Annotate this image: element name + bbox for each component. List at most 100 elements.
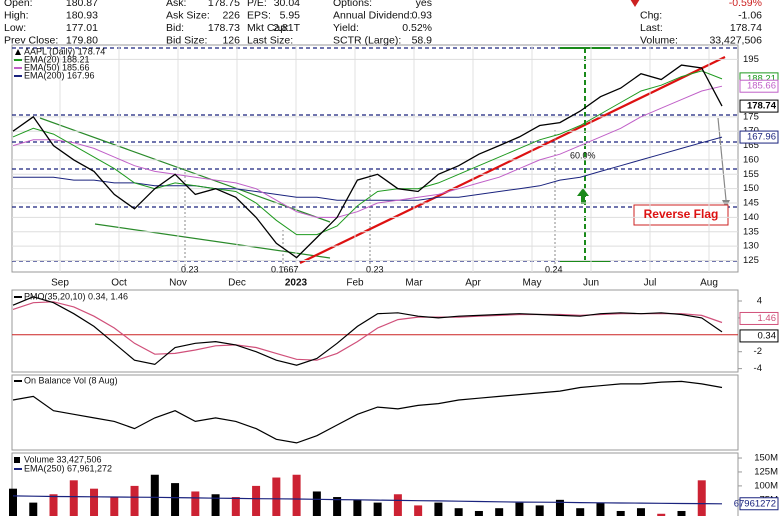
x-tick-label: Sep xyxy=(51,278,69,289)
y-tick-label: 195 xyxy=(743,54,759,65)
y-tick-label: 125M xyxy=(754,466,778,477)
quote-value: 179.80 xyxy=(66,35,98,47)
quote-value: 0.52% xyxy=(402,22,432,34)
volume-bar xyxy=(90,488,99,516)
quote-label: Volume: xyxy=(640,35,678,47)
volume-bar xyxy=(49,494,58,516)
quote-label: Last Size: xyxy=(247,35,293,47)
y-tick-label: 125 xyxy=(743,255,759,266)
price-panel xyxy=(11,44,739,273)
y-tick-label: 175 xyxy=(743,111,759,122)
annotation: 0.23 xyxy=(366,264,384,274)
quote-value: 226 xyxy=(222,9,240,21)
quote-value: 5.95 xyxy=(280,9,301,21)
pmo-panel xyxy=(11,289,739,373)
y-tick-label: 135 xyxy=(743,226,759,237)
volume-bar xyxy=(110,497,119,516)
quote-label: SCTR (Large): xyxy=(333,35,401,47)
value-box xyxy=(739,99,779,113)
x-tick-label: Feb xyxy=(346,278,364,289)
quote-value: -0.59% xyxy=(729,0,762,9)
x-tick-label: May xyxy=(523,278,542,289)
volume-bar xyxy=(555,499,564,516)
x-tick-label: Oct xyxy=(111,278,127,289)
trend-line xyxy=(94,223,331,259)
y-tick-label: 150 xyxy=(743,183,759,194)
quote-label: Last: xyxy=(640,22,663,34)
volume-bar xyxy=(373,502,382,516)
value-box xyxy=(739,311,779,325)
panel-title: PMO(35,20,10) 0.34, 1.46 xyxy=(24,291,128,301)
volume-bar xyxy=(454,508,463,516)
up-arrow xyxy=(577,188,589,204)
y-tick-label: 155 xyxy=(743,169,759,180)
x-tick-label: Aug xyxy=(700,278,718,289)
value-box xyxy=(739,130,779,144)
volume-bar xyxy=(130,485,139,516)
quote-value: 0.93 xyxy=(412,9,433,21)
ema-line xyxy=(12,85,723,218)
legend-entry: Volume 33,427,506 xyxy=(24,454,102,464)
quote-label: High: xyxy=(4,9,29,21)
quote-label: Ask Size: xyxy=(166,9,210,21)
quote-label: Annual Dividend: xyxy=(333,9,412,21)
annotation: 0.24 xyxy=(545,264,563,274)
quote-value: 178.74 xyxy=(730,22,762,34)
quote-value: yes xyxy=(416,0,432,9)
quote-label: Bid Size: xyxy=(166,35,207,47)
panel-title: On Balance Vol (8 Aug) xyxy=(24,375,118,385)
quote-value: -1.06 xyxy=(738,9,762,21)
quote-value: 178.75 xyxy=(208,0,240,9)
quote-value: 30.04 xyxy=(274,0,300,9)
y-tick-label: 150M xyxy=(754,453,778,464)
volume-bar xyxy=(616,510,625,516)
x-tick-label: 2023 xyxy=(285,278,308,289)
value-box xyxy=(739,329,779,343)
quote-value: 126 xyxy=(222,35,240,47)
legend-entry: EMA(250) 67,961,272 xyxy=(24,463,112,473)
quote-label: Bid: xyxy=(166,22,184,34)
volume-bar xyxy=(171,483,180,516)
quote-label: Options: xyxy=(333,0,372,9)
volume-bar xyxy=(333,497,342,516)
quote-label: EPS: xyxy=(247,9,271,21)
volume-bar xyxy=(211,494,220,516)
volume-bar xyxy=(29,502,38,516)
legend-entry: EMA(50) 185.66 xyxy=(24,62,90,72)
value-label: 0.34 xyxy=(758,330,777,341)
x-tick-label: Apr xyxy=(465,278,481,289)
quote-label: Mkt Cap: xyxy=(247,22,289,34)
legend-marker xyxy=(14,457,20,463)
x-tick-label: Mar xyxy=(405,278,423,289)
volume-bar xyxy=(252,485,261,516)
legend-entry: EMA(200) 167.96 xyxy=(24,70,95,80)
y-tick-label: 4 xyxy=(757,296,762,307)
value-label: 185.66 xyxy=(747,81,776,92)
quote-label: Low: xyxy=(4,22,26,34)
x-tick-label: Jun xyxy=(583,278,599,289)
annotation-box xyxy=(633,204,729,226)
quote-value: 178.73 xyxy=(208,22,240,34)
y-tick-label: -2 xyxy=(754,346,762,357)
pmo-line xyxy=(12,301,723,361)
volume-bar xyxy=(272,477,281,516)
volume-bar xyxy=(576,508,585,516)
y-tick-label: 160 xyxy=(743,154,759,165)
volume-bar xyxy=(191,491,200,516)
volume-bar xyxy=(393,494,402,516)
volume-bar xyxy=(231,497,240,516)
x-tick-label: Nov xyxy=(169,278,187,289)
value-label: 1.46 xyxy=(758,313,777,324)
pmo-line xyxy=(12,296,723,366)
value-label: 178.74 xyxy=(747,101,777,112)
volume-bar xyxy=(697,480,706,516)
volume-bar xyxy=(9,488,17,516)
quote-label: Prev Close: xyxy=(4,35,58,47)
x-tick-label: Dec xyxy=(228,278,246,289)
quote-value: 58.9 xyxy=(412,35,433,47)
volume-bar xyxy=(657,513,666,516)
volume-bar xyxy=(596,502,605,516)
value-box xyxy=(739,79,779,93)
value-label: 167.96 xyxy=(747,132,776,143)
